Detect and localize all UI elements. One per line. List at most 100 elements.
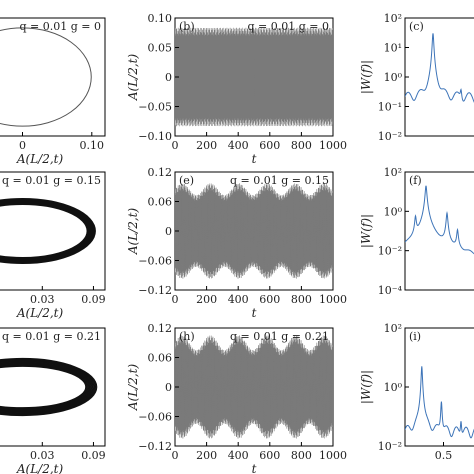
y-tick-label: 10⁻² <box>378 245 402 258</box>
y-tick-label: 10⁻² <box>378 440 402 453</box>
axes-frame <box>404 17 474 137</box>
plot-area <box>405 185 474 255</box>
axes-frame <box>404 171 474 291</box>
phase-orbit-0 <box>0 358 97 416</box>
y-axis-label: |W(f)| <box>359 370 373 404</box>
phase-orbit-0 <box>0 362 92 412</box>
parameter-annotation: q = 0.01 g = 0.21 <box>230 330 329 343</box>
x-tick-label: 600 <box>259 293 280 306</box>
phase-orbit-0 <box>0 363 89 411</box>
x-tick-label: 0.5 <box>435 449 453 462</box>
y-tick-label: 10⁻¹ <box>378 101 402 114</box>
x-axis-label: t <box>252 462 257 474</box>
y-tick-label: 10⁻² <box>378 130 402 143</box>
x-tick-label: 800 <box>291 139 312 152</box>
phase-orbit-0 <box>0 198 96 264</box>
x-tick-label: 0 <box>19 139 26 152</box>
phase-orbit-0 <box>0 361 93 413</box>
y-tick-label: −0.05 <box>138 101 172 114</box>
panel-h: 0 200 400 600 800 1000 0.12 0.06 0 −0.06 −0.12 t A(L… <box>126 322 347 474</box>
y-tick-label: 0.05 <box>148 42 173 55</box>
panel-a: 0 0.10 A(L/2,t) q = 0.01 g = 0 <box>0 17 106 166</box>
y-tick-label: −0.12 <box>138 284 172 297</box>
y-tick-label: 10⁰ <box>384 381 403 394</box>
y-tick-label: 10² <box>384 12 402 25</box>
y-tick-label: 10⁰ <box>384 71 403 84</box>
phase-orbit-0 <box>0 360 94 414</box>
panel-label: (e) <box>179 174 194 187</box>
y-tick-label: −0.10 <box>138 130 172 143</box>
panel-label: (b) <box>179 20 195 33</box>
panel-i: 0.5 10² 10⁰ 10⁻² |W(f)| (i) <box>359 322 474 462</box>
phase-orbit-0 <box>0 357 98 417</box>
y-tick-label: 0.06 <box>148 196 173 209</box>
plot-area <box>405 33 474 103</box>
x-tick-label: 600 <box>259 139 280 152</box>
axes-frame <box>404 327 474 447</box>
panel-d: 0.03 0.09 A(L/2,t) q = 0.01 g = 0.15 <box>0 171 106 320</box>
y-tick-label: −0.12 <box>138 440 172 453</box>
panel-label: (i) <box>409 330 421 343</box>
phase-orbit-0 <box>0 198 96 264</box>
panel-label: (c) <box>409 20 424 33</box>
phase-orbit-0 <box>0 360 94 414</box>
y-tick-label: 0.12 <box>148 322 173 335</box>
x-tick-label: 0.09 <box>81 449 106 462</box>
x-tick-label: 400 <box>228 293 249 306</box>
x-tick-label: 1000 <box>319 139 347 152</box>
time-series-line <box>175 335 333 439</box>
x-tick-label: 0 <box>172 293 179 306</box>
x-tick-label: 800 <box>291 449 312 462</box>
parameter-annotation: q = 0.01 g = 0 <box>248 20 330 33</box>
phase-orbit-0 <box>0 27 92 127</box>
axes-frame <box>0 171 106 291</box>
x-tick-label: 200 <box>196 139 217 152</box>
y-tick-label: 10¹ <box>384 42 402 55</box>
plot-area <box>0 357 98 417</box>
plot-area <box>0 27 92 127</box>
x-axis-label: A(L/2,t) <box>16 462 64 474</box>
y-tick-label: −0.06 <box>138 255 172 268</box>
y-tick-label: 10² <box>384 166 402 179</box>
panel-e: 0 200 400 600 800 1000 0.12 0.06 0 −0.06 −0.12 t A(L… <box>126 166 347 320</box>
panel-b: 0 200 400 600 800 1000 0.10 0.05 0 −0.05 −0.10 t A(L… <box>126 12 347 166</box>
plot-area <box>405 366 474 439</box>
y-axis-label: A(L/2,t) <box>126 364 140 412</box>
panel-c: 10² 10¹ 10⁰ 10⁻¹ 10⁻² |W(f)| (c) <box>359 12 474 143</box>
parameter-annotation: q = 0.01 g = 0.15 <box>2 174 101 187</box>
phase-orbit-0 <box>0 365 88 409</box>
axes-frame <box>0 17 106 137</box>
time-series-line <box>175 183 333 279</box>
x-tick-label: 200 <box>196 293 217 306</box>
x-axis-label: t <box>252 306 257 320</box>
y-tick-label: 10⁻⁴ <box>378 284 403 297</box>
y-axis-label: A(L/2,t) <box>126 54 140 102</box>
x-axis-label: t <box>252 152 257 166</box>
parameter-annotation: q = 0.01 g = 0.15 <box>230 174 329 187</box>
x-tick-label: 0.10 <box>80 139 105 152</box>
phase-orbit-0 <box>0 364 88 410</box>
panel-g: 0.03 0.09 A(L/2,t) q = 0.01 g = 0.21 <box>0 327 106 474</box>
plot-area <box>0 198 96 264</box>
axes-frame <box>0 327 106 447</box>
x-tick-label: 1000 <box>319 449 347 462</box>
x-tick-label: 0 <box>172 449 179 462</box>
y-tick-label: 0.06 <box>148 352 173 365</box>
x-tick-label: 0.03 <box>30 293 55 306</box>
x-tick-label: 200 <box>196 449 217 462</box>
y-tick-label: 0.12 <box>148 166 173 179</box>
phase-orbit-0 <box>0 363 90 411</box>
panel-label: (f) <box>409 174 422 187</box>
phase-orbit-0 <box>0 198 95 264</box>
panel-f: 10² 10⁰ 10⁻² 10⁻⁴ |W(f)| (f) <box>359 166 474 297</box>
x-tick-label: 400 <box>228 139 249 152</box>
x-tick-label: 800 <box>291 293 312 306</box>
y-axis-label: |W(f)| <box>359 60 373 94</box>
x-tick-label: 0 <box>172 139 179 152</box>
y-tick-label: 0 <box>165 71 172 84</box>
y-tick-label: 0.10 <box>148 12 173 25</box>
y-tick-label: 0 <box>165 381 172 394</box>
spectrum-line <box>405 185 474 255</box>
x-tick-label: 0.09 <box>81 293 106 306</box>
